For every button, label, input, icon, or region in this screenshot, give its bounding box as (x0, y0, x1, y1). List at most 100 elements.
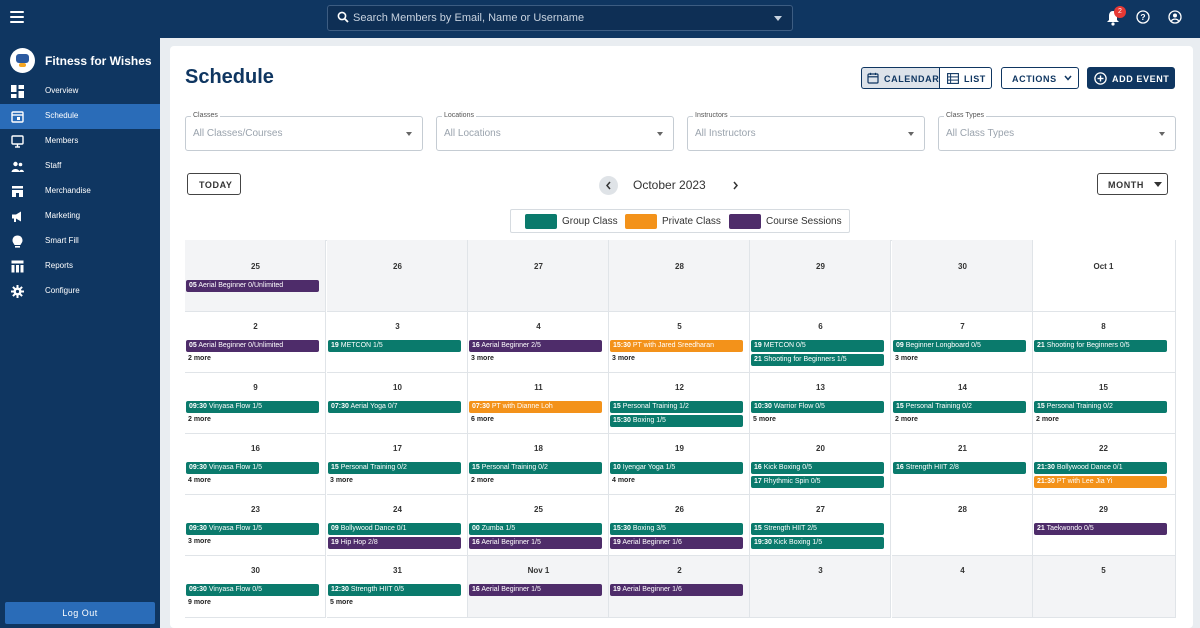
calendar-event[interactable]: 10:30 Warrior Flow 0/5 (751, 401, 884, 413)
calendar-event[interactable]: 05 Aerial Beginner 0/Unlimited (186, 280, 319, 292)
calendar-day-cell[interactable] (609, 240, 750, 312)
calendar-event[interactable]: 07:30 PT with Dianne Loh (469, 401, 602, 413)
calendar-event[interactable]: 15 Personal Training 1/2 (610, 401, 743, 413)
sidebar-item-overview[interactable]: Overview (0, 79, 160, 104)
more-events-link[interactable]: 4 more (188, 477, 211, 484)
calendar-day-cell[interactable] (750, 240, 891, 312)
instructors-filter[interactable]: Instructors All Instructors (687, 112, 925, 151)
calendar-event[interactable]: 15:30 PT with Jared Sreedharan (610, 340, 743, 352)
calendar-event[interactable]: 07:30 Aerial Yoga 0/7 (328, 401, 461, 413)
calendar-event[interactable]: 19 Aerial Beginner 1/6 (610, 537, 743, 549)
more-events-link[interactable]: 4 more (612, 477, 635, 484)
classes-filter[interactable]: Classes All Classes/Courses (185, 112, 423, 151)
account-icon[interactable] (1168, 10, 1182, 24)
next-month-button[interactable] (726, 176, 745, 195)
more-events-link[interactable]: 2 more (1036, 416, 1059, 423)
calendar-event[interactable]: 09:30 Vinyasa Flow 0/5 (186, 584, 319, 596)
more-events-link[interactable]: 5 more (753, 416, 776, 423)
sidebar-item-staff[interactable]: Staff (0, 154, 160, 179)
calendar-event[interactable]: 09:30 Vinyasa Flow 1/5 (186, 401, 319, 413)
list-view-button[interactable]: LIST (939, 67, 992, 89)
logout-button[interactable]: Log Out (5, 602, 155, 624)
calendar-event[interactable]: 21 Shooting for Beginners 1/5 (751, 354, 884, 366)
calendar-event[interactable]: 15 Personal Training 0/2 (328, 462, 461, 474)
more-events-link[interactable]: 3 more (188, 538, 211, 545)
calendar-event[interactable]: 09 Beginner Longboard 0/5 (893, 340, 1026, 352)
sidebar-item-configure[interactable]: Configure (0, 279, 160, 304)
calendar-day-cell[interactable] (185, 240, 326, 312)
calendar-event[interactable]: 21 Shooting for Beginners 0/5 (1034, 340, 1167, 352)
sidebar-item-members[interactable]: Members (0, 129, 160, 154)
more-events-link[interactable]: 5 more (330, 599, 353, 606)
calendar-event[interactable]: 15 Strength HIIT 2/5 (751, 523, 884, 535)
prev-month-button[interactable] (599, 176, 618, 195)
calendar-day-cell[interactable] (750, 556, 891, 618)
calendar-day-cell[interactable] (1033, 240, 1176, 312)
calendar-day-cell[interactable] (468, 240, 609, 312)
calendar-event[interactable]: 15:30 Boxing 1/5 (610, 415, 743, 427)
calendar-event[interactable]: 09 Bollywood Dance 0/1 (328, 523, 461, 535)
calendar-event[interactable]: 10 Iyengar Yoga 1/5 (610, 462, 743, 474)
calendar-event[interactable]: 16 Aerial Beginner 1/5 (469, 584, 602, 596)
more-events-link[interactable]: 2 more (188, 416, 211, 423)
more-events-link[interactable]: 9 more (188, 599, 211, 606)
day-number: 11 (534, 383, 543, 392)
calendar-event[interactable]: 19 Hip Hop 2/8 (328, 537, 461, 549)
calendar-event[interactable]: 21:30 Bollywood Dance 0/1 (1034, 462, 1167, 474)
calendar-view-button[interactable]: CALENDAR (861, 67, 939, 89)
calendar-event[interactable]: 19 METCON 1/5 (328, 340, 461, 352)
menu-icon[interactable] (10, 11, 24, 23)
add-event-button[interactable]: ADD EVENT (1087, 67, 1175, 89)
calendar-event[interactable]: 12:30 Strength HIIT 0/5 (328, 584, 461, 596)
calendar-event[interactable]: 16 Aerial Beginner 2/5 (469, 340, 602, 352)
brand-name: Fitness for Wishes (45, 54, 152, 68)
calendar-event[interactable]: 09:30 Vinyasa Flow 1/5 (186, 523, 319, 535)
more-events-link[interactable]: 3 more (612, 355, 635, 362)
today-button[interactable]: TODAY (187, 173, 241, 195)
calendar-event[interactable]: 15 Personal Training 0/2 (893, 401, 1026, 413)
calendar-day-cell[interactable] (327, 240, 468, 312)
calendar-event[interactable]: 16 Aerial Beginner 1/5 (469, 537, 602, 549)
calendar-event[interactable]: 00 Zumba 1/5 (469, 523, 602, 535)
sidebar-item-merchandise[interactable]: Merchandise (0, 179, 160, 204)
calendar-day-cell[interactable] (892, 556, 1033, 618)
calendar-event[interactable]: 09:30 Vinyasa Flow 1/5 (186, 462, 319, 474)
search-input[interactable]: Search Members by Email, Name or Usernam… (327, 5, 793, 31)
calendar-event[interactable]: 19 METCON 0/5 (751, 340, 884, 352)
calendar-day-cell[interactable] (1033, 556, 1176, 618)
calendar-event[interactable]: 21 Taekwondo 0/5 (1034, 523, 1167, 535)
more-events-link[interactable]: 6 more (471, 416, 494, 423)
calendar-event[interactable]: 19:30 Kick Boxing 1/5 (751, 537, 884, 549)
calendar-day-cell[interactable] (892, 240, 1033, 312)
sidebar-item-smart-fill[interactable]: Smart Fill (0, 229, 160, 254)
more-events-link[interactable]: 2 more (471, 477, 494, 484)
calendar-event[interactable]: 21:30 PT with Lee Jia Yi (1034, 476, 1167, 488)
class-types-filter[interactable]: Class Types All Class Types (938, 112, 1176, 151)
more-events-link[interactable]: 3 more (895, 355, 918, 362)
more-events-link[interactable]: 2 more (895, 416, 918, 423)
calendar-day-cell[interactable] (892, 495, 1033, 556)
more-events-link[interactable]: 3 more (330, 477, 353, 484)
sidebar-item-marketing[interactable]: Marketing (0, 204, 160, 229)
calendar-event[interactable]: 16 Strength HIIT 2/8 (893, 462, 1026, 474)
month-view-select[interactable]: MONTH (1097, 173, 1168, 195)
locations-filter[interactable]: Locations All Locations (436, 112, 674, 151)
calendar-event[interactable]: 19 Aerial Beginner 1/6 (610, 584, 743, 596)
sidebar-item-schedule[interactable]: Schedule (0, 104, 160, 129)
help-icon[interactable]: ? (1136, 10, 1150, 24)
calendar-event[interactable]: 15:30 Boxing 3/5 (610, 523, 743, 535)
calendar-event[interactable]: 16 Kick Boxing 0/5 (751, 462, 884, 474)
calendar-event[interactable]: 15 Personal Training 0/2 (1034, 401, 1167, 413)
private-class-swatch (625, 214, 657, 229)
calendar-event[interactable]: 05 Aerial Beginner 0/Unlimited (186, 340, 319, 352)
more-events-link[interactable]: 3 more (471, 355, 494, 362)
sidebar-item-reports[interactable]: Reports (0, 254, 160, 279)
actions-button[interactable]: ACTIONS (1001, 67, 1079, 89)
calendar-event[interactable]: 17 Rhythmic Spin 0/5 (751, 476, 884, 488)
more-events-link[interactable]: 2 more (188, 355, 211, 362)
search-dropdown-icon[interactable] (774, 16, 782, 21)
event-title: Personal Training 0/2 (1046, 403, 1113, 410)
event-title: Aerial Beginner 1/5 (481, 539, 541, 546)
event-time: 15 (1037, 403, 1045, 410)
calendar-event[interactable]: 15 Personal Training 0/2 (469, 462, 602, 474)
